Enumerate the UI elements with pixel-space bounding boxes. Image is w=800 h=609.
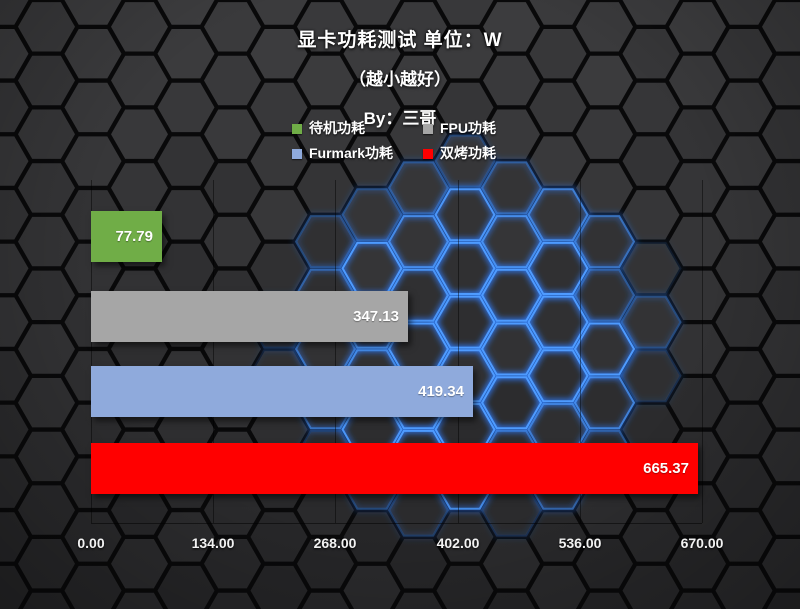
x-axis-tick-label: 536.00 [558,535,602,551]
bar-fpu-power: 347.13 [91,291,408,342]
bar-value-label: 77.79 [115,228,153,245]
x-axis-tick-label: 0.00 [77,535,105,551]
legend-label-dual-stress-power: 双烤功耗 [440,145,496,161]
bar-value-label: 665.37 [643,460,689,477]
legend-label-furmark-power: Furmark功耗 [309,145,394,161]
bar-value-label: 419.34 [418,383,464,400]
legend-label-idle-power: 待机功耗 [309,120,365,136]
legend-swatch-fpu-power [423,123,433,134]
bar-dual-stress-power: 665.37 [91,443,698,494]
legend: 待机功耗 FPU功耗 Furmark功耗 双烤功耗 [292,121,496,161]
x-axis-tick-label: 670.00 [680,535,724,551]
legend-swatch-idle-power [292,123,302,134]
x-axis-tick-label: 134.00 [191,535,235,551]
legend-item-fpu-power: FPU功耗 [423,121,496,136]
legend-item-dual-stress-power: 双烤功耗 [423,146,496,161]
legend-swatch-furmark-power [292,148,302,159]
chart-title: 显卡功耗测试 单位：W [297,30,503,51]
x-axis-tick-label: 268.00 [313,535,357,551]
chart-subtitle: （越小越好） [349,70,451,89]
legend-label-fpu-power: FPU功耗 [440,120,496,136]
legend-item-furmark-power: Furmark功耗 [292,146,423,161]
gridline [458,180,459,523]
gridline [335,180,336,523]
x-axis-tick-label: 402.00 [436,535,480,551]
gridline [213,180,214,523]
gridline [702,180,703,523]
gridline [91,180,92,523]
gridline [580,180,581,523]
bar-furmark-power: 419.34 [91,366,473,417]
title-block: 显卡功耗测试 单位：W （越小越好） By：三哥 [0,25,800,129]
chart-author: By：三哥 [363,109,437,128]
bar-value-label: 347.13 [353,308,399,325]
bar-idle-power: 77.79 [91,211,162,262]
legend-swatch-dual-stress-power [423,148,433,159]
legend-item-idle-power: 待机功耗 [292,121,423,136]
x-axis-line [91,523,702,524]
